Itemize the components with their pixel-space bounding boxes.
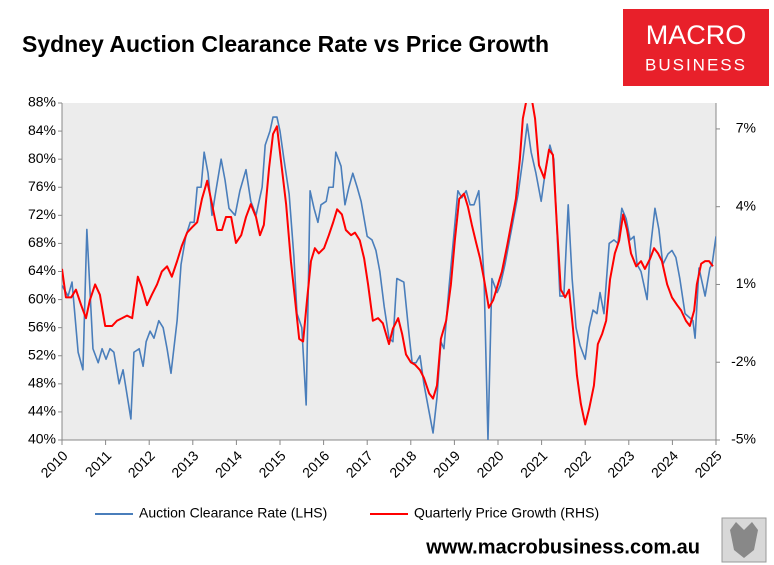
series-line [62, 103, 714, 426]
y-tick-label: 72% [28, 206, 56, 222]
y-tick-label: 52% [28, 346, 56, 362]
x-tick-label: 2014 [212, 447, 245, 480]
wolf-icon-shape [730, 522, 758, 558]
logo-top: MACRO [646, 20, 747, 50]
x-tick-label: 2018 [386, 447, 419, 480]
logo-bottom: BUSINESS [645, 55, 747, 74]
y-tick-label: 68% [28, 234, 56, 250]
y-tick-label: 88% [28, 94, 56, 110]
x-tick-label: 2011 [82, 447, 115, 480]
y2-tick-label: -5% [731, 431, 756, 447]
y-tick-label: 56% [28, 318, 56, 334]
website: www.macrobusiness.com.au [425, 536, 700, 558]
y-tick-label: 64% [28, 262, 56, 278]
y2-tick-label: -2% [731, 353, 756, 369]
y2-tick-label: 4% [736, 197, 756, 213]
x-tick-label: 2025 [691, 447, 724, 480]
y2-tick-label: 7% [736, 120, 756, 136]
y-tick-label: 48% [28, 375, 56, 391]
chart-title: Sydney Auction Clearance Rate vs Price G… [22, 31, 549, 57]
plot-area [62, 103, 716, 440]
y-tick-label: 44% [28, 403, 56, 419]
x-tick-label: 2017 [343, 447, 376, 480]
y2-tick-label: 1% [736, 275, 756, 291]
x-tick-label: 2023 [604, 447, 637, 480]
plot-lines [62, 103, 716, 440]
y-tick-label: 40% [28, 431, 56, 447]
x-tick-label: 2022 [561, 447, 594, 480]
y-tick-label: 84% [28, 122, 56, 138]
x-tick-label: 2021 [517, 447, 550, 480]
x-tick-label: 2012 [125, 447, 158, 480]
x-tick-label: 2016 [299, 447, 332, 480]
logo-box [623, 9, 769, 86]
legend-label: Quarterly Price Growth (RHS) [414, 505, 599, 521]
x-tick-label: 2020 [473, 447, 506, 480]
x-tick-label: 2010 [37, 447, 70, 480]
x-tick-label: 2024 [648, 447, 681, 480]
x-tick-label: 2015 [255, 447, 288, 480]
y-tick-label: 60% [28, 290, 56, 306]
y-tick-label: 76% [28, 178, 56, 194]
legend-label: Auction Clearance Rate (LHS) [139, 505, 327, 521]
x-tick-label: 2019 [430, 447, 463, 480]
y-tick-label: 80% [28, 150, 56, 166]
x-tick-label: 2013 [168, 447, 201, 480]
